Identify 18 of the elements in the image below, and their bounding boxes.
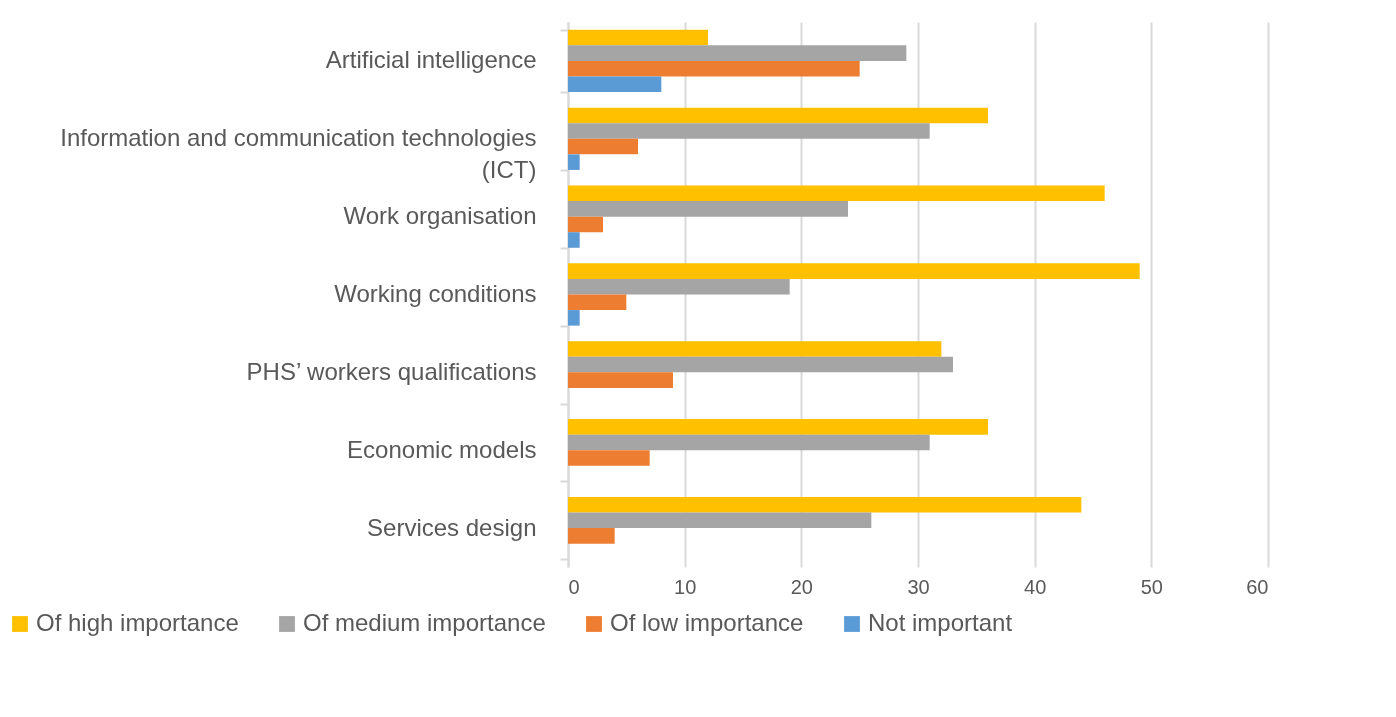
x-tick-label: 0 <box>568 575 580 598</box>
x-tick-label: 20 <box>790 575 813 598</box>
y-tick-label: Economic models <box>347 435 537 463</box>
legend-label: Of low importance <box>610 609 804 636</box>
legend-label: Not important <box>868 609 1013 636</box>
y-tick-label: Artificial intelligence <box>325 46 537 74</box>
x-tick-label: 10 <box>674 575 697 598</box>
y-tick-label: Information and communication technologies (ICT) <box>60 124 537 184</box>
x-tick-label: 50 <box>1140 575 1163 598</box>
y-tick-label: Services design <box>367 513 537 541</box>
x-tick-label: 30 <box>907 575 930 598</box>
legend-label: Of medium importance <box>303 609 546 636</box>
x-tick-label: 40 <box>1024 575 1047 598</box>
y-tick-label: Working conditions <box>334 280 537 307</box>
y-tick-label: PHS’ workers qualifications <box>246 357 537 385</box>
legend-label: Of high importance <box>36 609 239 636</box>
x-tick-label: 60 <box>1246 575 1269 598</box>
y-tick-label: Work organisation <box>343 202 537 230</box>
